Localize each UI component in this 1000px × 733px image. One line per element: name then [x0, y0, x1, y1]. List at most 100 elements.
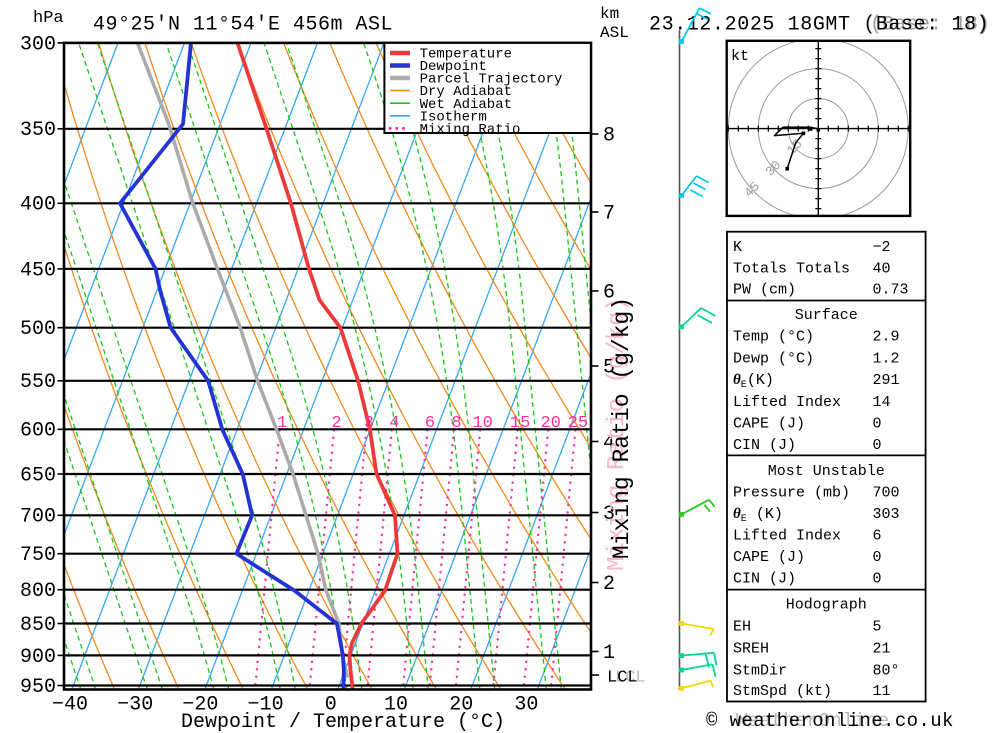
svg-text:kt: kt — [731, 48, 749, 65]
svg-text:4: 4 — [389, 414, 399, 433]
svg-text:−10: −10 — [248, 694, 284, 717]
svg-text:6: 6 — [873, 528, 882, 545]
svg-text:0: 0 — [873, 549, 882, 566]
svg-text:Most Unstable: Most Unstable — [768, 463, 885, 480]
svg-text:1: 1 — [277, 414, 287, 433]
svg-text:SREH: SREH — [733, 641, 769, 658]
svg-text:K: K — [733, 239, 742, 256]
svg-text:20: 20 — [540, 414, 560, 433]
svg-text:Lifted Index: Lifted Index — [733, 528, 841, 545]
svg-text:Dewpoint / Temperature (°C): Dewpoint / Temperature (°C) — [181, 711, 505, 733]
svg-text:km: km — [600, 5, 619, 23]
svg-text:EH: EH — [733, 619, 751, 636]
svg-text:LCL: LCL — [615, 669, 646, 688]
svg-text:0: 0 — [873, 416, 882, 433]
svg-text:CAPE (J): CAPE (J) — [733, 416, 805, 433]
svg-text:40: 40 — [873, 261, 891, 278]
svg-text:49°25'N 11°54'E 456m ASL: 49°25'N 11°54'E 456m ASL — [93, 14, 393, 37]
svg-text:8: 8 — [451, 414, 461, 433]
svg-text:21: 21 — [873, 641, 891, 658]
svg-text:Mixing Ratio (g/kg): Mixing Ratio (g/kg) — [609, 297, 635, 559]
svg-text:900: 900 — [20, 646, 56, 669]
svg-text:11: 11 — [873, 683, 891, 700]
svg-text:Mixing Ratio: Mixing Ratio — [420, 122, 521, 138]
svg-text:© weatheronline.co.uk: © weatheronline.co.uk — [706, 710, 954, 732]
svg-text:Temperature: Temperature — [420, 47, 512, 63]
svg-text:3: 3 — [364, 414, 374, 433]
svg-text:2: 2 — [331, 414, 341, 433]
svg-text:800: 800 — [20, 580, 56, 603]
svg-text:Temp (°C): Temp (°C) — [733, 329, 814, 346]
svg-text:Parcel Trajectory: Parcel Trajectory — [420, 72, 563, 88]
svg-text:400: 400 — [20, 194, 56, 217]
svg-text:Wet Adiabat: Wet Adiabat — [420, 97, 512, 113]
svg-text:750: 750 — [20, 544, 56, 567]
svg-text:303: 303 — [873, 506, 900, 523]
svg-text:Surface: Surface — [795, 307, 858, 324]
svg-text:θE(K): θE(K) — [733, 372, 774, 391]
svg-text:Mixing Ratio (g/kg): Mixing Ratio (g/kg) — [604, 297, 631, 571]
svg-text:Isotherm: Isotherm — [420, 109, 487, 125]
svg-text:4: 4 — [603, 432, 615, 455]
svg-text:Lifted Index: Lifted Index — [733, 394, 841, 411]
svg-text:3: 3 — [603, 503, 615, 526]
svg-text:291: 291 — [873, 372, 900, 389]
svg-text:−30: −30 — [117, 694, 153, 717]
svg-text:−2: −2 — [873, 239, 891, 256]
svg-text:0: 0 — [325, 694, 337, 717]
svg-text:15: 15 — [510, 414, 530, 433]
svg-text:−20: −20 — [182, 694, 218, 717]
svg-text:LCL: LCL — [607, 669, 638, 688]
svg-text:850: 850 — [20, 614, 56, 637]
svg-text:CIN (J): CIN (J) — [733, 437, 796, 454]
svg-text:7: 7 — [603, 202, 615, 225]
svg-text:WeatherOnline: WeatherOnline — [736, 710, 889, 732]
svg-text:θE (K): θE (K) — [733, 506, 783, 525]
svg-text:650: 650 — [20, 464, 56, 487]
svg-text:−40: −40 — [52, 694, 88, 717]
svg-text:20: 20 — [449, 694, 473, 717]
svg-text:1: 1 — [603, 642, 615, 665]
svg-text:450: 450 — [20, 259, 56, 282]
svg-text:Hodograph: Hodograph — [786, 597, 867, 614]
svg-text:CIN (J): CIN (J) — [733, 571, 796, 588]
svg-text:CAPE (J): CAPE (J) — [733, 549, 805, 566]
svg-text:Dewp (°C): Dewp (°C) — [733, 350, 814, 367]
svg-text:10: 10 — [472, 414, 492, 433]
svg-text:550: 550 — [20, 371, 56, 394]
svg-text:PW (cm): PW (cm) — [733, 281, 796, 298]
svg-text:80°: 80° — [873, 662, 900, 679]
svg-text:6: 6 — [603, 281, 615, 304]
svg-text:1.2: 1.2 — [873, 350, 900, 367]
svg-text:10: 10 — [384, 694, 408, 717]
svg-text:14: 14 — [873, 394, 891, 411]
svg-text:Pressure (mb): Pressure (mb) — [733, 485, 850, 502]
svg-text:5: 5 — [603, 356, 615, 379]
svg-text:hPa: hPa — [33, 9, 64, 28]
svg-text:2: 2 — [603, 573, 615, 596]
svg-text:8: 8 — [603, 124, 615, 147]
svg-text:300: 300 — [20, 33, 56, 56]
svg-text:ASL: ASL — [600, 24, 629, 42]
svg-text:600: 600 — [20, 420, 56, 443]
svg-text:(Base: 18): (Base: 18) — [870, 14, 990, 37]
svg-text:2.9: 2.9 — [873, 329, 900, 346]
svg-text:5: 5 — [873, 619, 882, 636]
svg-text:Totals Totals: Totals Totals — [733, 261, 850, 278]
svg-text:500: 500 — [20, 318, 56, 341]
svg-text:700: 700 — [20, 506, 56, 529]
svg-text:30: 30 — [514, 694, 538, 717]
svg-text:StmSpd (kt): StmSpd (kt) — [733, 683, 832, 700]
svg-text:0: 0 — [873, 437, 882, 454]
svg-text:23.12.2025 18GMT (Base: 18): 23.12.2025 18GMT (Base: 18) — [649, 14, 989, 37]
svg-text:0.73: 0.73 — [873, 281, 909, 298]
svg-text:350: 350 — [20, 119, 56, 142]
svg-text:950: 950 — [20, 676, 56, 699]
svg-text:0: 0 — [873, 571, 882, 588]
svg-text:Dewpoint: Dewpoint — [420, 59, 487, 75]
svg-text:StmDir: StmDir — [733, 662, 787, 679]
svg-text:700: 700 — [873, 485, 900, 502]
svg-text:6: 6 — [425, 414, 435, 433]
svg-text:Dry Adiabat: Dry Adiabat — [420, 84, 512, 100]
svg-text:25: 25 — [568, 414, 588, 433]
